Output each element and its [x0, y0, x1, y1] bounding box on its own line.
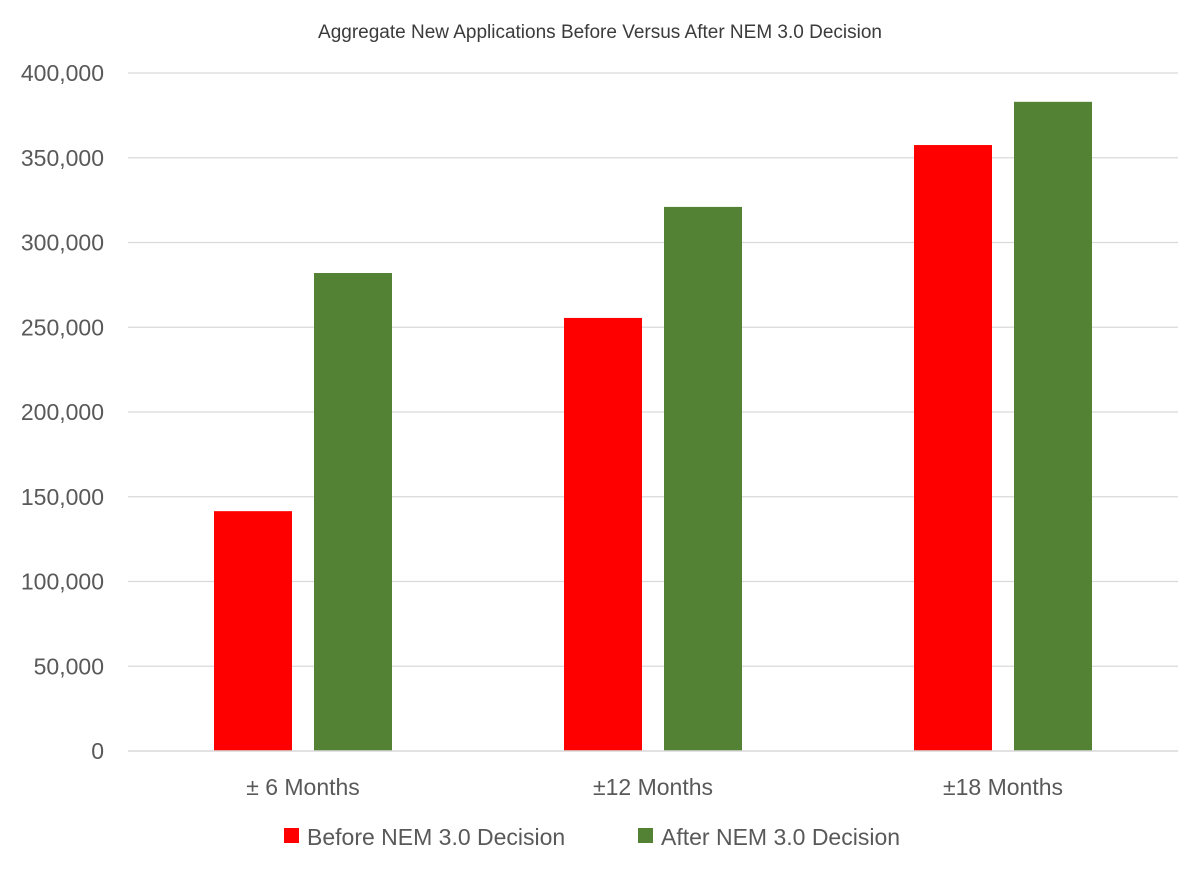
legend-label: After NEM 3.0 Decision — [661, 824, 900, 850]
chart-title: Aggregate New Applications Before Versus… — [318, 22, 882, 43]
bar-before-1 — [214, 511, 292, 751]
bar-after-1 — [314, 273, 392, 751]
x-category-label: ± 6 Months — [246, 774, 360, 800]
bar-before-3 — [914, 145, 992, 752]
y-tick-label: 0 — [91, 738, 104, 764]
bar-after-2 — [664, 206, 742, 751]
y-tick-label: 100,000 — [21, 569, 104, 595]
bar-before-2 — [564, 317, 642, 751]
bars — [214, 101, 1092, 752]
y-tick-label: 350,000 — [21, 145, 104, 171]
gridlines — [128, 72, 1178, 667]
bar-after-3 — [1014, 101, 1092, 751]
legend: Before NEM 3.0 Decision After NEM 3.0 Dec… — [284, 824, 900, 850]
y-tick-label: 300,000 — [21, 230, 104, 256]
x-axis-categories: ± 6 Months ±12 Months ±18 Months — [246, 774, 1063, 800]
y-axis-ticks: 0 50,000 100,000 150,000 200,000 250,000 300,0… — [21, 60, 104, 764]
y-tick-label: 200,000 — [21, 399, 104, 425]
legend-swatch — [638, 828, 653, 843]
y-tick-label: 50,000 — [34, 653, 104, 679]
x-category-label: ±12 Months — [593, 774, 713, 800]
legend-swatch — [284, 828, 299, 843]
y-tick-label: 250,000 — [21, 314, 104, 340]
x-category-label: ±18 Months — [943, 774, 1063, 800]
legend-label: Before NEM 3.0 Decision — [307, 824, 565, 850]
y-tick-label: 150,000 — [21, 484, 104, 510]
y-tick-label: 400,000 — [21, 60, 104, 86]
